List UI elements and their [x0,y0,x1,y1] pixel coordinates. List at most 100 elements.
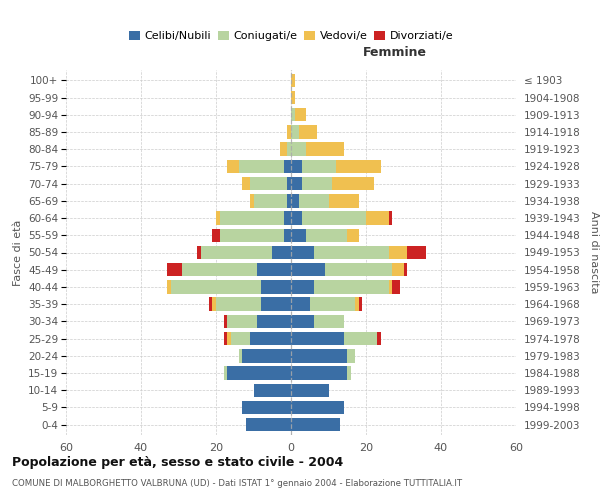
Bar [201,246,272,259]
Bar [223,314,227,328]
Bar [355,298,359,311]
Bar [272,246,291,259]
Bar [291,74,295,87]
Bar [291,263,325,276]
Bar [291,400,343,414]
Bar [223,366,227,380]
Bar [242,177,250,190]
Bar [291,298,310,311]
Bar [325,263,392,276]
Bar [336,160,381,173]
Bar [291,126,299,138]
Bar [359,298,362,311]
Bar [212,298,216,311]
Bar [227,314,257,328]
Y-axis label: Anni di nascita: Anni di nascita [589,211,599,294]
Legend: Celibi/Nubili, Coniugati/e, Vedovi/e, Divorziati/e: Celibi/Nubili, Coniugati/e, Vedovi/e, Di… [124,26,458,46]
Text: Femmine: Femmine [362,46,427,59]
Bar [299,126,317,138]
Bar [212,228,220,242]
Bar [314,280,389,293]
Bar [291,349,347,362]
Bar [389,212,392,225]
Bar [227,332,231,345]
Bar [302,177,332,190]
Bar [287,177,291,190]
Bar [332,177,373,190]
Bar [250,332,291,345]
Bar [250,177,287,190]
Bar [306,228,347,242]
Bar [209,298,212,311]
Bar [261,298,291,311]
Bar [302,160,336,173]
Bar [291,246,314,259]
Bar [347,228,359,242]
Bar [284,160,291,173]
Bar [366,212,389,225]
Bar [280,142,287,156]
Bar [239,349,242,362]
Bar [171,280,261,293]
Bar [291,160,302,173]
Bar [291,314,314,328]
Bar [220,212,284,225]
Bar [343,332,377,345]
Bar [291,366,347,380]
Bar [182,263,257,276]
Text: Popolazione per età, sesso e stato civile - 2004: Popolazione per età, sesso e stato civil… [12,456,343,469]
Bar [291,332,343,345]
Bar [254,384,291,397]
Bar [167,280,171,293]
Bar [291,91,295,104]
Bar [216,212,220,225]
Bar [242,400,291,414]
Y-axis label: Fasce di età: Fasce di età [13,220,23,286]
Bar [392,263,404,276]
Bar [407,246,426,259]
Bar [197,246,201,259]
Bar [167,263,182,276]
Bar [246,418,291,432]
Bar [291,108,295,122]
Bar [314,246,389,259]
Bar [291,212,302,225]
Bar [291,228,306,242]
Bar [314,314,343,328]
Bar [377,332,381,345]
Bar [306,142,343,156]
Bar [231,332,250,345]
Bar [287,194,291,207]
Bar [389,280,392,293]
Bar [227,160,239,173]
Bar [257,314,291,328]
Bar [242,349,291,362]
Bar [347,349,355,362]
Bar [239,160,284,173]
Bar [392,280,400,293]
Bar [299,194,329,207]
Bar [291,418,340,432]
Bar [295,108,306,122]
Bar [284,228,291,242]
Bar [310,298,355,311]
Bar [257,263,291,276]
Bar [227,366,291,380]
Bar [389,246,407,259]
Bar [284,212,291,225]
Bar [254,194,287,207]
Bar [291,177,302,190]
Bar [287,126,291,138]
Bar [329,194,359,207]
Bar [302,212,366,225]
Bar [291,280,314,293]
Bar [216,298,261,311]
Bar [220,228,284,242]
Bar [287,142,291,156]
Text: COMUNE DI MALBORGHETTO VALBRUNA (UD) - Dati ISTAT 1° gennaio 2004 - Elaborazione: COMUNE DI MALBORGHETTO VALBRUNA (UD) - D… [12,479,462,488]
Bar [291,194,299,207]
Bar [250,194,254,207]
Bar [404,263,407,276]
Bar [261,280,291,293]
Bar [291,384,329,397]
